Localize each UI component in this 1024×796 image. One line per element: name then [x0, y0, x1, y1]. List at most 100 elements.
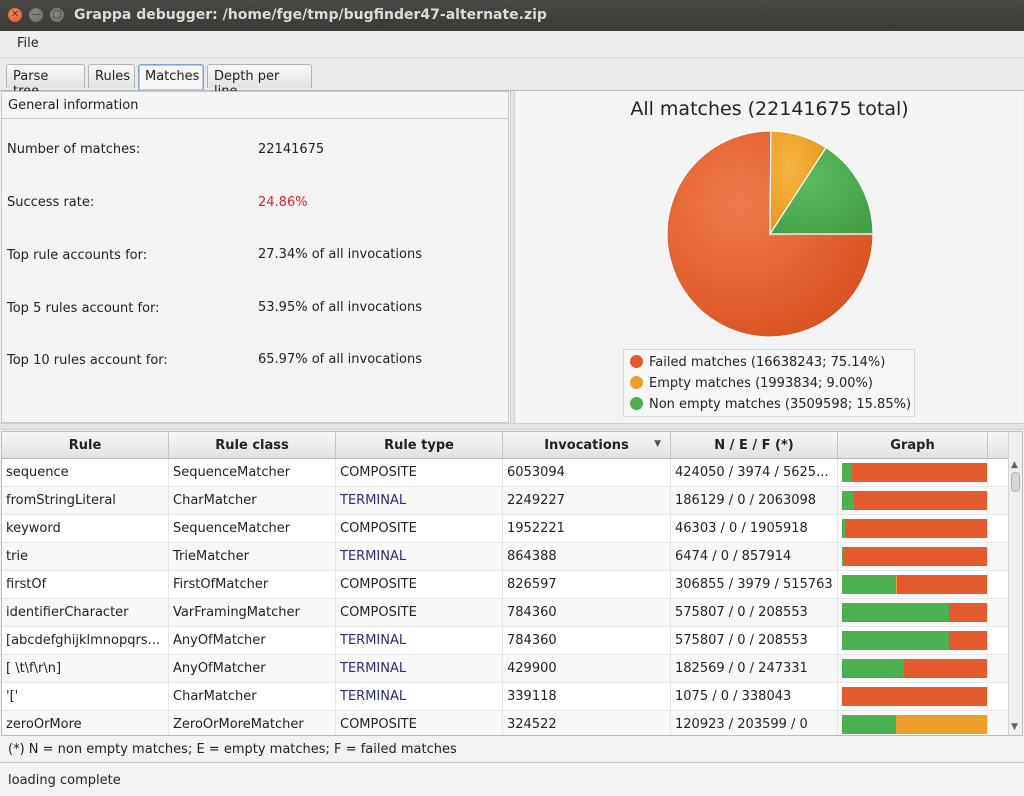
- cell-graph: [838, 543, 988, 571]
- cell-type: TERMINAL: [336, 627, 503, 655]
- number-of-matches-value: 22141675: [258, 142, 325, 157]
- column-rule[interactable]: Rule: [2, 432, 169, 458]
- cell-cls: SequenceMatcher: [169, 515, 336, 543]
- cell-nef: 46303 / 0 / 1905918: [671, 515, 838, 543]
- minimize-window-icon[interactable]: —: [29, 8, 43, 22]
- non-empty-segment: [842, 631, 950, 650]
- non-empty-segment: [842, 603, 950, 622]
- legend-failed: Failed matches (16638243; 75.14%): [630, 355, 885, 373]
- maximize-window-icon[interactable]: ▢: [50, 8, 64, 22]
- cell-rule: keyword: [2, 515, 169, 543]
- table-scrollbar[interactable]: ▲ ▼: [1008, 432, 1022, 735]
- column-nef[interactable]: N / E / F (*): [671, 432, 838, 458]
- non-empty-segment: [842, 463, 853, 482]
- table-row[interactable]: fromStringLiteral CharMatcher TERMINAL 2249…: [2, 487, 1008, 515]
- vertical-splitter[interactable]: [510, 91, 515, 423]
- cell-inv: 784360: [503, 599, 671, 627]
- cell-inv: 6053094: [503, 459, 671, 487]
- cell-inv: 339118: [503, 683, 671, 711]
- non-empty-segment: [842, 575, 897, 594]
- cell-graph: [838, 683, 988, 711]
- title-bar: ✕ — ▢ Grappa debugger: /home/fge/tmp/bug…: [0, 0, 1024, 31]
- non-empty-segment: [842, 547, 844, 566]
- scroll-up-icon[interactable]: ▲: [1011, 460, 1018, 470]
- cell-inv: 429900: [503, 655, 671, 683]
- menu-file[interactable]: File: [17, 36, 39, 51]
- table-row[interactable]: '[' CharMatcher TERMINAL 339118 1075 / 0 / 3…: [2, 683, 1008, 711]
- tab-depth-per-line[interactable]: Depth per line: [207, 64, 312, 99]
- table-row[interactable]: sequence SequenceMatcher COMPOSITE 6053094 4…: [2, 459, 1008, 487]
- non-empty-segment: [842, 519, 846, 538]
- column-rule-class[interactable]: Rule class: [169, 432, 336, 458]
- table-row[interactable]: [ \t\f\r\n] AnyOfMatcher TERMINAL 429900 182…: [2, 655, 1008, 683]
- match-ratio-bar: [842, 547, 987, 566]
- menu-bar: File: [0, 31, 1024, 58]
- tab-matches[interactable]: Matches: [138, 64, 204, 90]
- cell-type: TERMINAL: [336, 543, 503, 571]
- cell-rule: [ \t\f\r\n]: [2, 655, 169, 683]
- column-invocations-label: Invocations: [544, 438, 629, 453]
- cell-nef: 1075 / 0 / 338043: [671, 683, 838, 711]
- general-information-panel: General information Number of matches: 2…: [1, 91, 509, 423]
- cell-graph: [838, 711, 988, 735]
- tab-parse-tree[interactable]: Parse tree: [6, 64, 85, 99]
- cell-rule: sequence: [2, 459, 169, 487]
- cell-inv: 324522: [503, 711, 671, 735]
- rules-table: Rule Rule class Rule type Invocations ▼ N…: [1, 431, 1023, 736]
- scroll-down-icon[interactable]: ▼: [1011, 722, 1018, 732]
- tab-rules[interactable]: Rules: [88, 64, 135, 88]
- cell-type: COMPOSITE: [336, 711, 503, 735]
- failed-segment: [854, 491, 987, 510]
- tab-bar: Parse tree Rules Matches Depth per line: [0, 58, 1024, 99]
- cell-rule: trie: [2, 543, 169, 571]
- cell-type: COMPOSITE: [336, 571, 503, 599]
- cell-cls: FirstOfMatcher: [169, 571, 336, 599]
- cell-type: TERMINAL: [336, 487, 503, 515]
- cell-nef: 575807 / 0 / 208553: [671, 599, 838, 627]
- top-rule-label: Top rule accounts for:: [7, 248, 148, 263]
- cell-nef: 306855 / 3979 / 515763: [671, 571, 838, 599]
- column-graph[interactable]: Graph: [838, 432, 988, 458]
- table-row[interactable]: zeroOrMore ZeroOrMoreMatcher COMPOSITE 3245…: [2, 711, 1008, 735]
- non-empty-segment: [842, 491, 855, 510]
- top-10-rules-label: Top 10 rules account for:: [7, 353, 168, 368]
- pie-slice-failed: [666, 130, 874, 338]
- legend-empty: Empty matches (1993834; 9.00%): [630, 376, 873, 394]
- match-ratio-bar: [842, 687, 987, 706]
- general-information-header: General information: [2, 92, 508, 119]
- cell-rule: '[': [2, 683, 169, 711]
- empty-segment: [896, 715, 987, 734]
- cell-type: TERMINAL: [336, 683, 503, 711]
- table-row[interactable]: [abcdefghijklmnopqrs... AnyOfMatcher TERMI…: [2, 627, 1008, 655]
- failed-segment: [845, 519, 987, 538]
- cell-inv: 784360: [503, 627, 671, 655]
- cell-nef: 424050 / 3974 / 5625...: [671, 459, 838, 487]
- cell-rule: identifierCharacter: [2, 599, 169, 627]
- match-ratio-bar: [842, 463, 987, 482]
- chart-title: All matches (22141675 total): [630, 98, 909, 120]
- table-row[interactable]: identifierCharacter VarFramingMatcher COMP…: [2, 599, 1008, 627]
- cell-graph: [838, 515, 988, 543]
- match-ratio-bar: [842, 715, 987, 734]
- cell-inv: 826597: [503, 571, 671, 599]
- close-window-icon[interactable]: ✕: [8, 8, 22, 22]
- status-bar: loading complete: [0, 764, 1024, 796]
- match-ratio-bar: [842, 659, 987, 678]
- scrollbar-thumb[interactable]: [1011, 472, 1020, 492]
- horizontal-splitter[interactable]: [0, 423, 1024, 430]
- cell-nef: 575807 / 0 / 208553: [671, 627, 838, 655]
- cell-rule: firstOf: [2, 571, 169, 599]
- match-ratio-bar: [842, 519, 987, 538]
- column-rule-type[interactable]: Rule type: [336, 432, 503, 458]
- table-row[interactable]: firstOf FirstOfMatcher COMPOSITE 826597 3068…: [2, 571, 1008, 599]
- table-row[interactable]: keyword SequenceMatcher COMPOSITE 1952221 46…: [2, 515, 1008, 543]
- top-10-rules-value: 65.97% of all invocations: [258, 352, 422, 367]
- table-row[interactable]: trie TrieMatcher TERMINAL 864388 6474 / 0 / …: [2, 543, 1008, 571]
- failed-segment: [896, 575, 987, 594]
- cell-rule: zeroOrMore: [2, 711, 169, 735]
- non-empty-dot-icon: [630, 397, 643, 410]
- match-ratio-bar: [842, 603, 987, 622]
- empty-dot-icon: [630, 376, 643, 389]
- column-invocations[interactable]: Invocations ▼: [503, 432, 671, 458]
- top-rule-value: 27.34% of all invocations: [258, 247, 422, 262]
